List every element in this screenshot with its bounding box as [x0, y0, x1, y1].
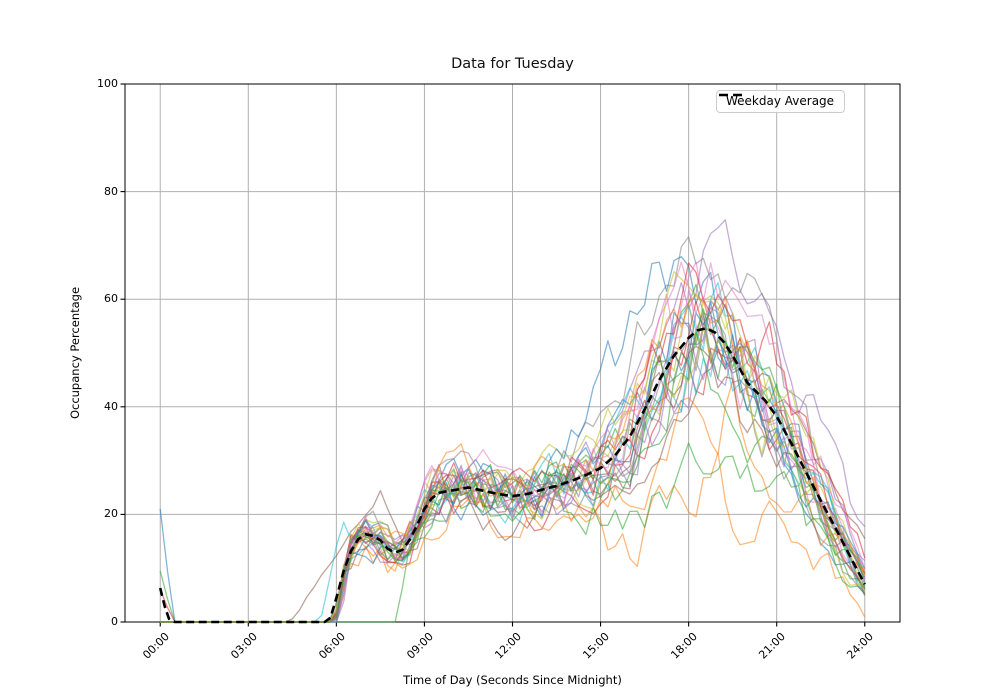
y-tick-label: 60 [104, 292, 118, 306]
chart-title: Data for Tuesday [451, 56, 574, 72]
y-tick-label: 100 [97, 77, 118, 90]
y-tick-label: 20 [104, 507, 118, 521]
y-tick-label: 40 [104, 399, 118, 413]
legend-label: Weekday Average [726, 94, 835, 108]
legend-dashed-line-icon [719, 93, 747, 97]
y-tick-label: 0 [111, 615, 118, 628]
weekday-average-line [158, 326, 866, 624]
legend: Weekday Average [716, 90, 846, 113]
x-axis-label: Time of Day (Seconds Since Midnight) [403, 673, 622, 687]
y-tick-label: 80 [104, 184, 118, 198]
